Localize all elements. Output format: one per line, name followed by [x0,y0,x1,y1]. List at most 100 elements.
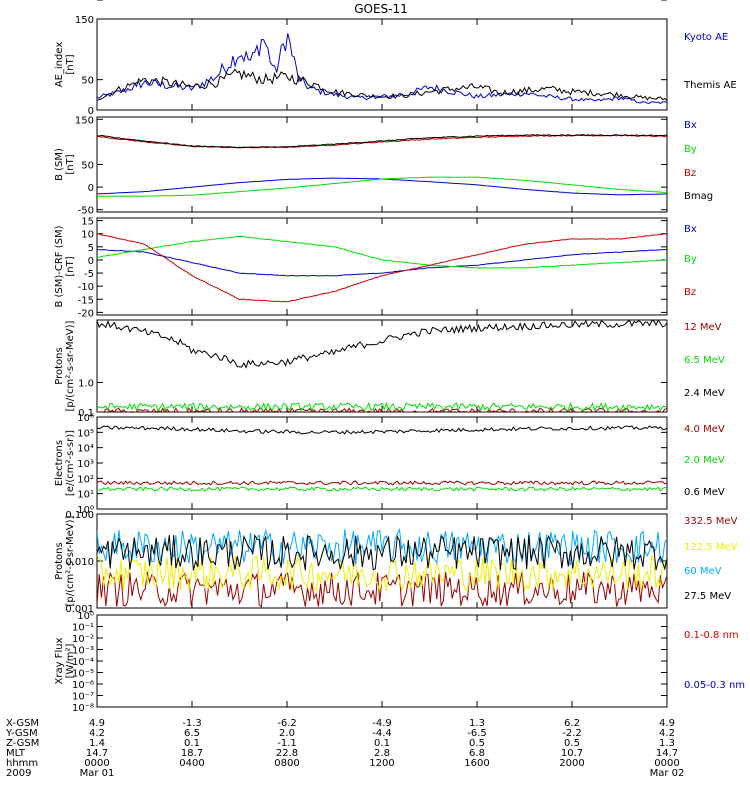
panel-dbfield: -20 -15 -10 -5 0 5 10 15 B (SM)-CRF (SM) [nT] Bx By… [54,217,697,320]
footer-value: 1.4 [89,738,105,749]
y-tick-label: 0.001 [65,604,94,615]
legend-label: Themis AE [683,80,737,91]
y-tick-label: 10.0 [72,0,94,3]
footer-value: 1200 [369,758,394,769]
series-group [97,320,667,412]
y-tick-label: 0.010 [65,557,94,568]
series-group [97,233,667,303]
y-tick-label: 50 [81,76,94,87]
footer-value: 0.5 [564,738,580,749]
y-axis-label: B (SM) [54,148,65,181]
y-tick-label: 10³ [77,459,94,470]
footer-row-label: hhmm [6,758,38,769]
footer-value: -4.9 [372,718,392,729]
panel-protons2: 0.001 0.010 0.100 Protons [p/(cm²-s-sr-MeV)]… [54,510,738,615]
footer-row-label: X-GSM [6,718,39,729]
legend-label: Bz [684,168,696,179]
footer-value: 6.5 [184,728,200,739]
y-tick-label: 0.100 [65,510,94,521]
series-group [97,425,667,492]
series-group [97,33,667,105]
panel-electrons: 10⁰ 10¹ 10² 10³ 10⁴ 10⁵ 10⁶ Electrons [e/(cm²-s-… [54,413,725,516]
footer-value: 4.2 [659,728,675,739]
legend-label: 60 MeV [684,566,722,577]
y-tick-label: 10⁻⁵ [72,669,94,680]
footer-value: 14.7 [656,748,678,759]
series-line-2-0-mev [97,486,667,492]
legend-label: 2.0 MeV [684,455,725,466]
footer-value: 22.8 [276,748,298,759]
footer-value: 10.7 [561,748,583,759]
y-tick-label: -15 [78,295,94,306]
legend-label: 0.05-0.3 nm [684,680,745,691]
footer-value: 0800 [274,758,299,769]
panel-frame [96,217,668,316]
series-line-bz [97,134,667,149]
y-tick-label: 15 [81,217,94,228]
footer-value: 0.5 [469,738,485,749]
footer-value: 6.2 [564,718,580,729]
series-group [97,527,667,608]
y-tick-label: 150 [75,115,94,126]
series-line-6-5-mev [97,401,667,412]
plot-title: GOES-11 [354,2,408,16]
footer-value: 0000 [84,758,109,769]
y-tick-label: 10⁰ [77,611,94,622]
y-tick-label: 50 [81,161,94,172]
y-axis-label: [nT] [65,256,76,276]
series-line-bx [97,177,667,196]
series-line-kyoto-ae [97,33,667,105]
y-tick-label: 0 [88,256,94,267]
y-tick-label: 10⁻⁴ [72,657,94,668]
footer-row-label: MLT [6,748,26,759]
y-axis-label: [nT] [65,54,76,74]
legend-label: Bmag [684,191,713,202]
y-tick-label: 10⁰ [77,505,94,516]
footer-value: 14.7 [86,748,108,759]
y-tick-label: 10¹ [77,490,94,501]
footer-row-label: 2009 [6,768,31,779]
y-axis-label: Xray Flux [54,637,65,684]
legend-label: Bx [684,120,697,131]
footer-value: -6.2 [277,718,297,729]
footer-value: 2.0 [279,728,295,739]
y-tick-label: 10⁻¹ [72,623,94,634]
series-line-2-4-mev [97,320,667,369]
series-group [97,134,667,197]
legend-label: Bz [684,287,696,298]
y-axis-label: [p/(cm²-s-sr-MeV)] [65,515,76,606]
footer-value: -1.1 [277,738,297,749]
series-line-themis-ae [97,68,667,101]
y-axis-label: Protons [54,347,65,384]
y-axis-label: AE_index [54,42,65,88]
footer-value: 2.8 [374,748,390,759]
y-tick-label: 0 [88,183,94,194]
footer-value: 1.3 [659,738,675,749]
y-tick-label: -10 [78,282,94,293]
footer-value: -2.2 [562,728,582,739]
y-tick-label: 0 [88,106,94,117]
y-tick-label: 100.0 [65,0,94,3]
y-tick-label: 10⁻² [72,634,94,645]
series-line-bmag [97,134,667,149]
series-line-122-5-mev [97,554,667,593]
series-line-12-mev [97,407,667,412]
series-line-27-5-mev [97,533,667,571]
y-axis-label: [e/(cm²-s-sr)] [65,430,76,496]
footer-value: Mar 01 [80,768,115,779]
footer-value: 1.3 [469,718,485,729]
y-axis-label: Protons [54,542,65,579]
series-line-by [97,235,667,269]
footer-value: 0400 [179,758,204,769]
footer-value: 4.9 [659,718,675,729]
y-tick-label: -50 [78,206,94,217]
panel-frame [96,319,668,413]
footer-value: -1.3 [182,718,202,729]
footer-value: 0.1 [374,738,390,749]
footer-value: 4.9 [89,718,105,729]
y-tick-label: 10² [77,474,94,485]
series-line-332-5-mev [97,571,667,608]
y-tick-label: 5 [88,243,94,254]
